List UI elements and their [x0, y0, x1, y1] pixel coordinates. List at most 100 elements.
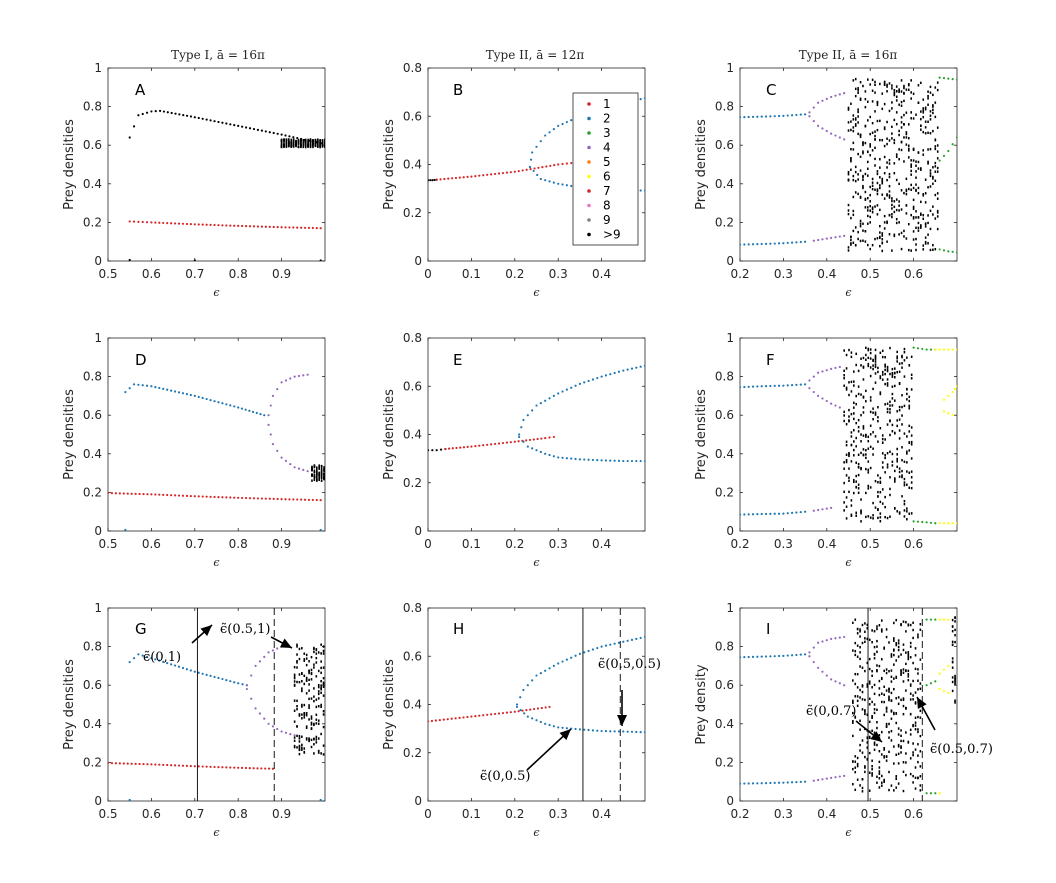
data-point [830, 132, 833, 135]
chaos-point [905, 731, 907, 734]
data-point [821, 640, 824, 643]
chaos-point [869, 399, 872, 402]
data-point [795, 241, 798, 244]
chaos-point [934, 170, 937, 173]
chaos-point [880, 692, 883, 695]
chaos-point [907, 740, 910, 744]
data-point [947, 348, 950, 351]
data-point [225, 122, 228, 125]
chaos-point [320, 467, 323, 470]
chaos-point [859, 97, 862, 100]
x-tick-label: 0.2 [505, 537, 524, 551]
chaos-point [280, 139, 283, 143]
data-point [808, 111, 811, 114]
chaos-point [843, 369, 845, 372]
chaos-point [866, 713, 869, 716]
chaos-point [302, 145, 305, 149]
chaos-point [886, 161, 888, 164]
data-point [185, 668, 189, 671]
chaos-point [910, 443, 913, 446]
data-point [609, 373, 612, 376]
chaos-point [303, 703, 306, 707]
chaos-point [853, 417, 855, 421]
chaos-point [900, 140, 903, 144]
y-axis-label: Prey densities [62, 389, 77, 480]
chaos-point [929, 114, 932, 117]
chaos-point [317, 692, 320, 696]
data-point [319, 227, 322, 230]
chaos-point [843, 384, 845, 387]
chaos-point [891, 84, 893, 87]
data-point [934, 522, 937, 525]
chaos-point [908, 395, 911, 399]
data-point [517, 440, 520, 443]
chaos-point [908, 486, 911, 489]
chaos-point [290, 144, 293, 148]
data-point [777, 654, 781, 658]
chaos-point [864, 90, 867, 93]
chaos-point [898, 418, 901, 421]
chaos-point [854, 244, 857, 247]
chaos-point [853, 380, 855, 383]
data-point [518, 433, 521, 436]
chaos-point [856, 655, 859, 658]
chaos-point [879, 176, 881, 179]
data-point [132, 383, 136, 386]
data-point [166, 222, 169, 225]
data-point [509, 171, 512, 174]
chaos-point [843, 374, 845, 377]
chaos-point [874, 138, 876, 141]
data-point [260, 225, 263, 228]
data-point [740, 656, 742, 659]
chaos-point [861, 698, 864, 701]
chaos-point [912, 92, 915, 95]
chaos-point [845, 474, 848, 477]
data-point [812, 375, 815, 378]
data-point [201, 396, 204, 400]
chaos-point [902, 620, 905, 623]
chaos-point [934, 193, 937, 197]
data-point [929, 792, 933, 795]
chaos-point [895, 721, 898, 725]
chaos-point [895, 753, 898, 757]
data-point [446, 718, 449, 721]
data-point [280, 456, 283, 459]
legend-label: 7 [603, 184, 611, 198]
chaos-point [322, 710, 325, 713]
chaos-point [927, 221, 929, 225]
chaos-point [910, 388, 913, 391]
chaos-point [879, 208, 881, 212]
data-point [515, 703, 519, 706]
chaos-point [917, 760, 919, 764]
chaos-point [848, 476, 850, 479]
data-point [938, 672, 941, 675]
chaos-point [860, 498, 862, 501]
data-point [248, 497, 252, 500]
x-axis-label: ϵ [845, 286, 851, 299]
data-point [617, 459, 621, 462]
chaos-point [912, 198, 915, 202]
y-tick-label: 0.2 [83, 755, 102, 769]
chaos-point [850, 238, 852, 242]
chaos-point [888, 196, 891, 199]
data-point [178, 113, 181, 116]
chaos-point [893, 138, 896, 142]
legend-label: 4 [603, 141, 611, 155]
data-point [548, 723, 551, 727]
chaos-point [879, 184, 881, 187]
chaos-point [885, 759, 888, 762]
data-point [953, 388, 956, 391]
data-point [955, 78, 957, 81]
chaos-point [320, 684, 322, 687]
data-point [578, 458, 582, 461]
data-point [817, 371, 820, 374]
data-point [185, 114, 189, 117]
chaos-point [865, 358, 867, 361]
data-point [296, 498, 299, 501]
data-point [250, 697, 253, 700]
series-4 [808, 91, 846, 242]
chaos-point [881, 434, 884, 437]
chaos-point [893, 621, 895, 625]
chaos-point [303, 659, 306, 663]
y-tick-label: 0 [94, 254, 102, 268]
